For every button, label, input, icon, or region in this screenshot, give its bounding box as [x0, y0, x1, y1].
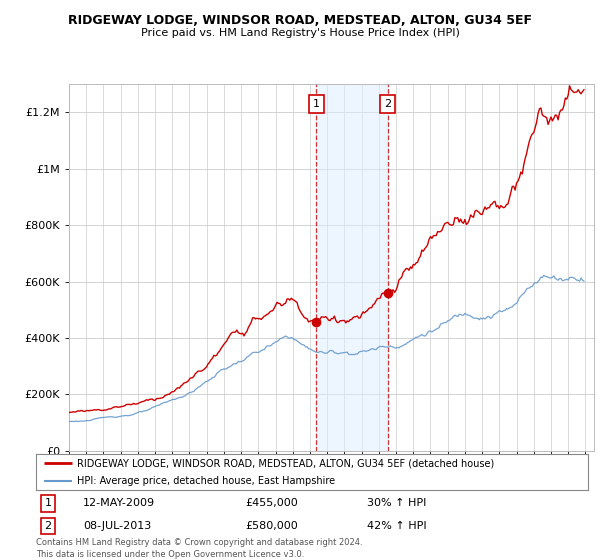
Text: 12-MAY-2009: 12-MAY-2009 [83, 498, 155, 508]
Text: 42% ↑ HPI: 42% ↑ HPI [367, 521, 427, 531]
Text: This data is licensed under the Open Government Licence v3.0.: This data is licensed under the Open Gov… [36, 550, 304, 559]
Text: Contains HM Land Registry data © Crown copyright and database right 2024.: Contains HM Land Registry data © Crown c… [36, 538, 362, 547]
Text: HPI: Average price, detached house, East Hampshire: HPI: Average price, detached house, East… [77, 476, 335, 486]
Text: 30% ↑ HPI: 30% ↑ HPI [367, 498, 427, 508]
Text: 1: 1 [313, 99, 320, 109]
Bar [316, 84, 388, 451]
Text: RIDGEWAY LODGE, WINDSOR ROAD, MEDSTEAD, ALTON, GU34 5EF (detached house): RIDGEWAY LODGE, WINDSOR ROAD, MEDSTEAD, … [77, 458, 494, 468]
Text: Price paid vs. HM Land Registry's House Price Index (HPI): Price paid vs. HM Land Registry's House … [140, 28, 460, 38]
Text: 2: 2 [384, 99, 391, 109]
Text: 08-JUL-2013: 08-JUL-2013 [83, 521, 151, 531]
Text: £580,000: £580,000 [246, 521, 299, 531]
Text: RIDGEWAY LODGE, WINDSOR ROAD, MEDSTEAD, ALTON, GU34 5EF: RIDGEWAY LODGE, WINDSOR ROAD, MEDSTEAD, … [68, 14, 532, 27]
Text: £455,000: £455,000 [246, 498, 299, 508]
Text: 1: 1 [44, 498, 52, 508]
Text: 2: 2 [44, 521, 52, 531]
